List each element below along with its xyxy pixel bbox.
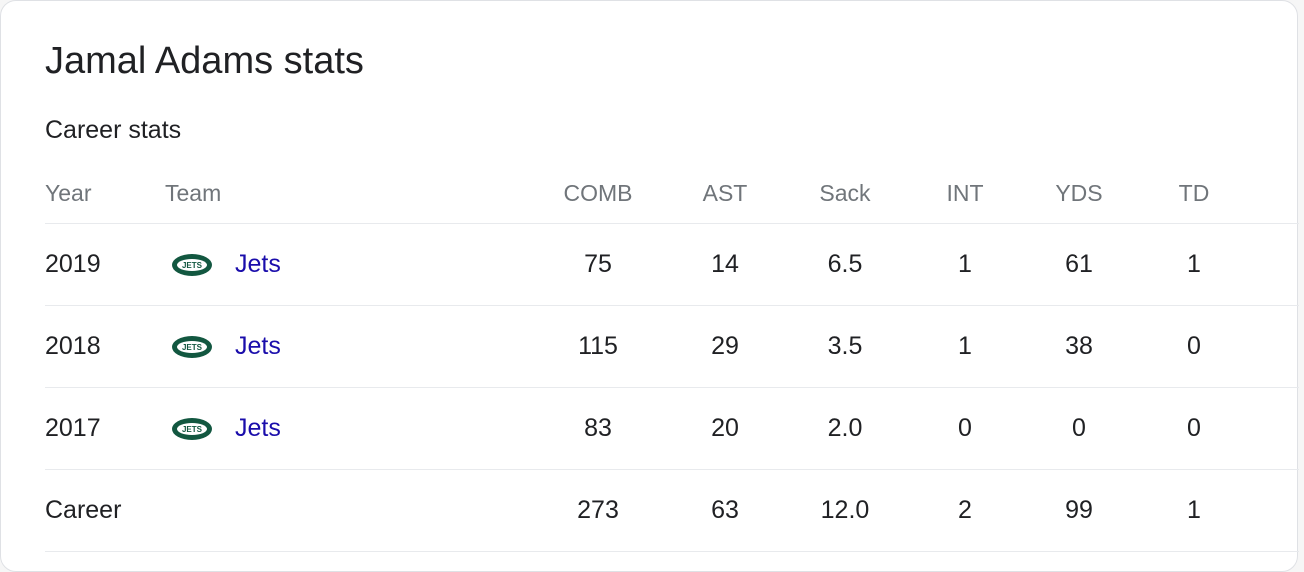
yds-cell: 38	[1065, 332, 1093, 360]
team-link-jets[interactable]: Jets	[235, 250, 281, 278]
column-header-year: Year	[45, 180, 92, 206]
td-cell: 0	[1187, 414, 1201, 442]
team-cell: JETS Jets	[165, 388, 545, 469]
table-row: 2017 JETS Jets 83 20 2.0 0 0 0	[45, 388, 1299, 470]
int-cell: 0	[958, 414, 972, 442]
int-cell: 1	[958, 332, 972, 360]
column-header-int: INT	[946, 180, 984, 206]
sack-cell: 6.5	[827, 250, 863, 278]
table-header-row: Year Team COMB AST Sack INT YDS TD	[45, 164, 1299, 224]
team-cell: JETS Jets	[165, 306, 545, 387]
section-title: Career stats	[45, 116, 182, 144]
stats-table: Year Team COMB AST Sack INT YDS TD 2019 …	[45, 164, 1299, 552]
career-sack-cell: 12.0	[820, 496, 870, 524]
ast-cell: 14	[711, 250, 739, 278]
column-header-comb: COMB	[563, 180, 633, 206]
career-int-cell: 2	[958, 496, 972, 524]
career-ast-cell: 63	[711, 496, 739, 524]
int-cell: 1	[958, 250, 972, 278]
jets-logo-icon: JETS	[172, 417, 212, 440]
career-yds-cell: 99	[1065, 496, 1093, 524]
svg-text:JETS: JETS	[182, 343, 203, 352]
comb-cell: 115	[578, 332, 618, 360]
career-total-row: Career 273 63 12.0 2 99 1	[45, 470, 1299, 552]
td-cell: 0	[1187, 332, 1201, 360]
page-title: Jamal Adams stats	[45, 40, 364, 82]
jets-logo-icon: JETS	[172, 335, 212, 358]
svg-text:JETS: JETS	[182, 261, 203, 270]
sack-cell: 2.0	[827, 414, 863, 442]
career-td-cell: 1	[1187, 496, 1201, 524]
column-header-ast: AST	[702, 180, 748, 206]
column-header-team: Team	[165, 180, 222, 206]
year-cell: 2019	[45, 250, 101, 278]
column-header-sack: Sack	[819, 180, 871, 206]
career-label: Career	[45, 496, 122, 524]
table-row: 2019 JETS Jets 75 14 6.5 1 61 1	[45, 224, 1299, 306]
svg-text:JETS: JETS	[182, 425, 203, 434]
comb-cell: 83	[584, 414, 612, 442]
sack-cell: 3.5	[827, 332, 863, 360]
team-cell: JETS Jets	[165, 224, 545, 305]
ast-cell: 20	[711, 414, 739, 442]
column-header-td: TD	[1178, 180, 1210, 206]
year-cell: 2018	[45, 332, 101, 360]
team-link-jets[interactable]: Jets	[235, 414, 281, 442]
year-cell: 2017	[45, 414, 101, 442]
column-header-yds: YDS	[1055, 180, 1103, 206]
team-link-jets[interactable]: Jets	[235, 332, 281, 360]
jets-logo-icon: JETS	[172, 253, 212, 276]
ast-cell: 29	[711, 332, 739, 360]
yds-cell: 61	[1065, 250, 1093, 278]
table-row: 2018 JETS Jets 115 29 3.5 1 38 0	[45, 306, 1299, 388]
td-cell: 1	[1187, 250, 1201, 278]
career-comb-cell: 273	[577, 496, 619, 524]
yds-cell: 0	[1072, 414, 1086, 442]
comb-cell: 75	[584, 250, 612, 278]
